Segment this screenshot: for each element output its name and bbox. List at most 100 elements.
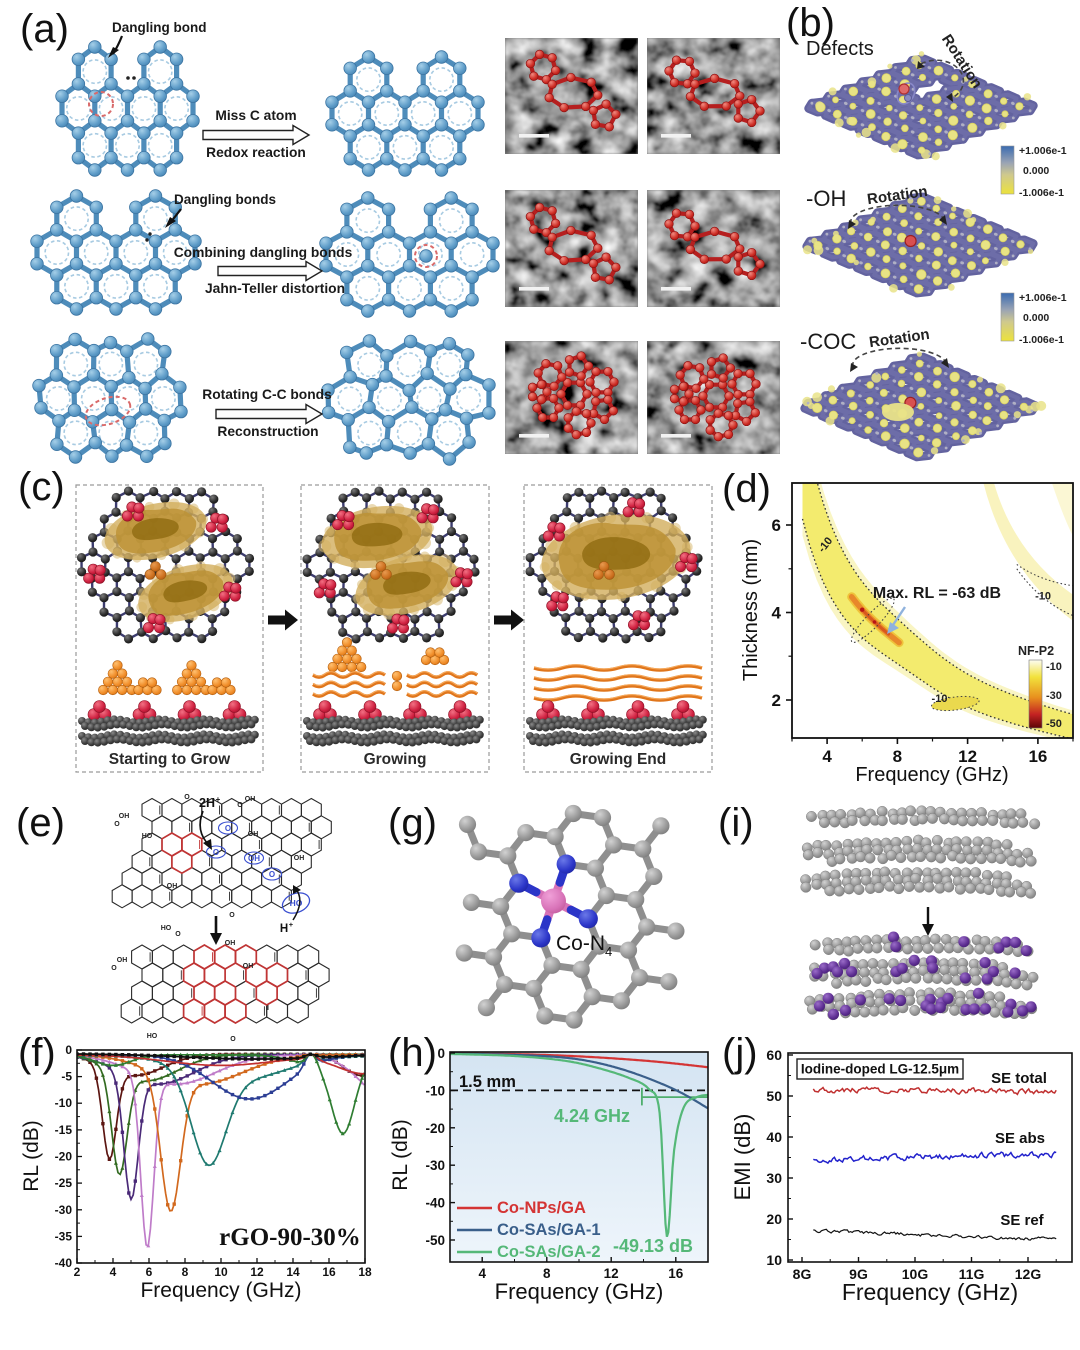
svg-text:Dangling bond: Dangling bond xyxy=(112,20,206,35)
svg-text:-40: -40 xyxy=(425,1196,445,1211)
svg-text:9G: 9G xyxy=(849,1266,868,1282)
svg-text:-10: -10 xyxy=(1046,661,1062,673)
svg-text:OH: OH xyxy=(243,963,254,970)
svg-text:HO: HO xyxy=(161,925,172,932)
svg-text:O: O xyxy=(225,824,231,833)
svg-text:SE ref: SE ref xyxy=(1000,1212,1044,1229)
svg-text:4: 4 xyxy=(822,747,832,766)
svg-text:-50: -50 xyxy=(425,1233,445,1248)
svg-text:8: 8 xyxy=(543,1266,551,1281)
svg-text:0: 0 xyxy=(65,1043,72,1057)
svg-text:4: 4 xyxy=(110,1265,117,1279)
svg-text:40: 40 xyxy=(766,1129,782,1145)
svg-text:O: O xyxy=(184,794,190,801)
svg-text:-10: -10 xyxy=(425,1083,445,1098)
svg-text:18: 18 xyxy=(358,1265,372,1279)
svg-text:(e): (e) xyxy=(16,801,65,845)
svg-text:0: 0 xyxy=(437,1046,445,1061)
svg-text:(d): (d) xyxy=(722,467,771,511)
svg-text:OH: OH xyxy=(167,883,178,890)
svg-text:Thickness (mm): Thickness (mm) xyxy=(740,539,762,681)
svg-text:14: 14 xyxy=(286,1265,300,1279)
svg-text:SE abs: SE abs xyxy=(995,1130,1045,1147)
svg-text:16: 16 xyxy=(1028,747,1047,766)
svg-text:-50: -50 xyxy=(1046,718,1062,730)
svg-text:12: 12 xyxy=(604,1266,619,1281)
svg-text:Growing: Growing xyxy=(364,751,427,768)
svg-text:-30: -30 xyxy=(1046,690,1062,702)
svg-text:+1.006e-1: +1.006e-1 xyxy=(1019,145,1067,157)
svg-text:Iodine-doped LG-12.5μm: Iodine-doped LG-12.5μm xyxy=(801,1062,959,1077)
svg-text:-20: -20 xyxy=(425,1121,445,1136)
svg-text:-COC: -COC xyxy=(800,329,856,354)
svg-text:0.000: 0.000 xyxy=(1023,312,1049,324)
svg-text:Growing End: Growing End xyxy=(570,751,666,768)
svg-text:10: 10 xyxy=(766,1252,782,1268)
svg-text:Max. RL = -63 dB: Max. RL = -63 dB xyxy=(873,585,1001,602)
svg-text:SE total: SE total xyxy=(991,1070,1047,1087)
svg-text:6: 6 xyxy=(146,1265,153,1279)
svg-text:Co-NPs/GA: Co-NPs/GA xyxy=(497,1199,586,1217)
svg-text:10: 10 xyxy=(214,1265,228,1279)
svg-text:-10: -10 xyxy=(932,693,948,705)
svg-text:(g): (g) xyxy=(388,801,437,845)
svg-text:12: 12 xyxy=(250,1265,264,1279)
svg-text:OH: OH xyxy=(245,796,256,803)
svg-text:(b): (b) xyxy=(786,1,835,45)
svg-text:2H: 2H xyxy=(199,796,215,810)
svg-text:OH: OH xyxy=(248,854,260,863)
svg-text:6: 6 xyxy=(772,516,781,535)
svg-text:(c): (c) xyxy=(18,465,65,509)
svg-text:O: O xyxy=(111,965,117,972)
svg-text:-30: -30 xyxy=(425,1158,445,1173)
svg-text:4.24 GHz: 4.24 GHz xyxy=(554,1106,630,1126)
svg-text:8: 8 xyxy=(182,1265,189,1279)
svg-text:-30: -30 xyxy=(55,1203,73,1217)
svg-text:11G: 11G xyxy=(959,1266,985,1282)
svg-text:-1.006e-1: -1.006e-1 xyxy=(1019,187,1064,199)
svg-text:4: 4 xyxy=(478,1266,486,1281)
svg-text:-10: -10 xyxy=(55,1096,73,1110)
svg-text:EMI (dB): EMI (dB) xyxy=(730,1114,755,1201)
svg-text:50: 50 xyxy=(766,1088,782,1104)
svg-text:Co-N: Co-N xyxy=(556,932,605,955)
svg-text:10G: 10G xyxy=(902,1266,929,1282)
svg-text:2: 2 xyxy=(772,691,781,710)
svg-text:O: O xyxy=(230,1036,236,1043)
svg-text:Frequency (GHz): Frequency (GHz) xyxy=(495,1279,664,1304)
svg-text:12G: 12G xyxy=(1015,1266,1042,1282)
svg-text:Frequency (GHz): Frequency (GHz) xyxy=(140,1279,301,1302)
svg-text:(h): (h) xyxy=(388,1031,437,1075)
svg-text:20: 20 xyxy=(766,1211,782,1227)
svg-text:HO: HO xyxy=(290,898,303,908)
svg-text:Dangling bonds: Dangling bonds xyxy=(174,192,276,207)
svg-text:8: 8 xyxy=(893,747,902,766)
svg-text:(f): (f) xyxy=(18,1031,56,1075)
svg-text:+: + xyxy=(216,795,221,804)
svg-text:16: 16 xyxy=(668,1266,684,1281)
svg-text:Frequency (GHz): Frequency (GHz) xyxy=(842,1279,1018,1305)
svg-text:RL (dB): RL (dB) xyxy=(20,1120,43,1192)
svg-text:I: I xyxy=(267,1005,269,1012)
svg-text:Starting to Grow: Starting to Grow xyxy=(109,751,231,768)
svg-text:-1.006e-1: -1.006e-1 xyxy=(1019,334,1064,346)
svg-text:4: 4 xyxy=(772,604,782,623)
svg-text:Rotation: Rotation xyxy=(868,326,931,351)
svg-text:2: 2 xyxy=(74,1265,81,1279)
svg-text:4: 4 xyxy=(605,944,612,959)
svg-text:Miss C atom: Miss C atom xyxy=(215,108,296,123)
svg-text:OH: OH xyxy=(225,940,236,947)
svg-text:RL (dB): RL (dB) xyxy=(389,1119,412,1191)
svg-text:-40: -40 xyxy=(55,1256,73,1270)
svg-text:-49.13 dB: -49.13 dB xyxy=(613,1236,693,1256)
svg-text:O: O xyxy=(213,848,219,857)
svg-text:+1.006e-1: +1.006e-1 xyxy=(1019,292,1067,304)
svg-text:+: + xyxy=(289,920,294,929)
svg-text:-20: -20 xyxy=(55,1150,73,1164)
svg-text:30: 30 xyxy=(766,1170,782,1186)
svg-text:OH: OH xyxy=(294,855,305,862)
svg-text:(j): (j) xyxy=(722,1031,758,1075)
svg-text:-25: -25 xyxy=(55,1176,73,1190)
svg-text:O: O xyxy=(114,821,120,828)
svg-text:-15: -15 xyxy=(55,1123,73,1137)
